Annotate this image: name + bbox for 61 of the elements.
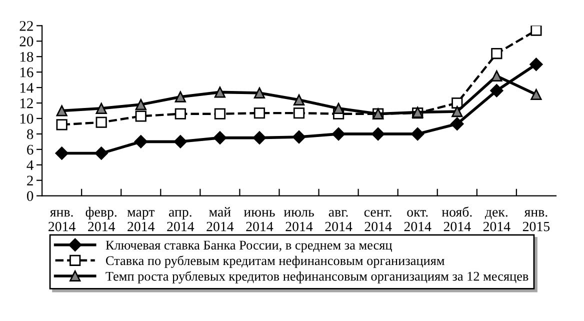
- point: [530, 26, 542, 36]
- point: [94, 146, 108, 160]
- point: [96, 116, 107, 128]
- x-tick-label: май 2014: [206, 207, 234, 232]
- x-tick-label: янв. 2014: [48, 210, 76, 232]
- y-tick-label: 14: [20, 82, 34, 93]
- point: [452, 106, 463, 118]
- x-tick-label: февр. 2014: [86, 206, 116, 232]
- x-tick-label: сент. 2014: [364, 210, 392, 232]
- x-tick-label: июль 2014: [284, 210, 314, 232]
- y-tick-label: 18: [20, 52, 34, 62]
- point: [293, 108, 305, 119]
- point: [174, 135, 187, 148]
- y-tick-label: 2: [27, 176, 33, 186]
- point: [56, 119, 68, 130]
- point: [56, 105, 68, 116]
- point: [252, 131, 266, 144]
- point: [134, 135, 148, 148]
- x-tick-label: окт. 2014: [404, 210, 432, 232]
- point: [254, 108, 266, 119]
- point: [332, 127, 346, 141]
- x-tick-label: июнь 2014: [244, 210, 275, 232]
- x-tick-label: апр. 2014: [167, 210, 194, 232]
- point: [371, 127, 385, 141]
- legend-label: Темп роста рублевых кредитов нефинансовым организациям за 12 месяцев: [106, 271, 528, 284]
- x-tick-label: дек. 2014: [483, 210, 510, 232]
- point: [490, 84, 504, 98]
- y-tick-label: 16: [20, 67, 34, 78]
- point: [55, 146, 68, 160]
- y-tick-label: 22: [20, 21, 33, 31]
- point: [411, 127, 424, 141]
- x-tick-label: янв. 2015: [522, 210, 550, 232]
- y-tick-label: 0: [26, 191, 34, 202]
- x-tick-label: нояб. 2014: [442, 206, 472, 232]
- point: [491, 48, 502, 60]
- legend-label: Ставка по рублевым кредитам нефинансовым организациям: [106, 256, 444, 268]
- y-tick-label: 4: [26, 160, 34, 170]
- point: [174, 91, 186, 102]
- point: [214, 108, 226, 120]
- point: [491, 70, 502, 82]
- y-tick-label: 6: [27, 144, 34, 155]
- point: [135, 110, 146, 122]
- point: [96, 102, 107, 114]
- y-tick-label: 8: [26, 129, 34, 140]
- point: [332, 102, 344, 114]
- point: [292, 130, 306, 144]
- point: [450, 117, 464, 130]
- point: [254, 87, 266, 99]
- point: [214, 86, 226, 98]
- y-tick-label: 20: [20, 36, 34, 46]
- point: [135, 99, 146, 110]
- point: [293, 94, 305, 106]
- point: [530, 88, 542, 100]
- legend-label: Ключевая ставка Банка России, в среднем за месяц: [106, 240, 392, 252]
- point: [213, 131, 227, 144]
- y-tick-label: 10: [20, 114, 34, 124]
- y-tick-label: 12: [20, 98, 33, 108]
- point: [530, 58, 543, 71]
- x-tick-label: авг. 2014: [325, 210, 352, 232]
- x-tick-label: март 2014: [127, 210, 155, 232]
- point: [174, 108, 186, 120]
